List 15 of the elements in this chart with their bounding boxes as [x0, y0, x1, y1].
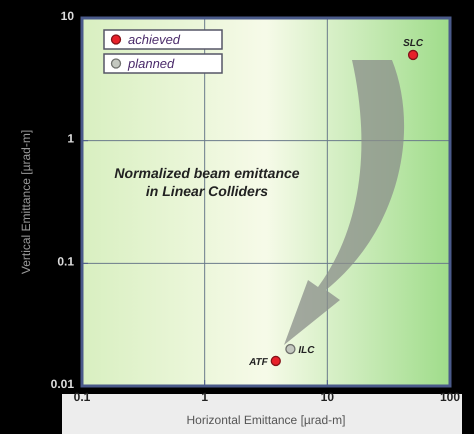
annotation: ILC	[298, 345, 316, 356]
annotation: ATF	[248, 356, 269, 368]
legend-label: achieved	[128, 32, 181, 47]
y-axis-title: Vertical Emittance [µrad-m]	[19, 130, 33, 274]
annotation: SLC	[403, 38, 424, 49]
x-tick-label: 1	[201, 390, 208, 404]
x-tick-label: 0.1	[74, 390, 91, 404]
y-tick-label: 1	[67, 132, 74, 146]
x-axis-title: Horizontal Emittance [µrad-m]	[186, 413, 346, 427]
y-tick-label: 0.01	[50, 377, 74, 391]
x-tick-label: 100	[440, 390, 460, 404]
y-tick-label: 10	[60, 9, 74, 23]
legend-label: planned	[127, 56, 176, 71]
y-tick-label: 0.1	[57, 254, 74, 268]
x-tick-label: 10	[320, 390, 334, 404]
